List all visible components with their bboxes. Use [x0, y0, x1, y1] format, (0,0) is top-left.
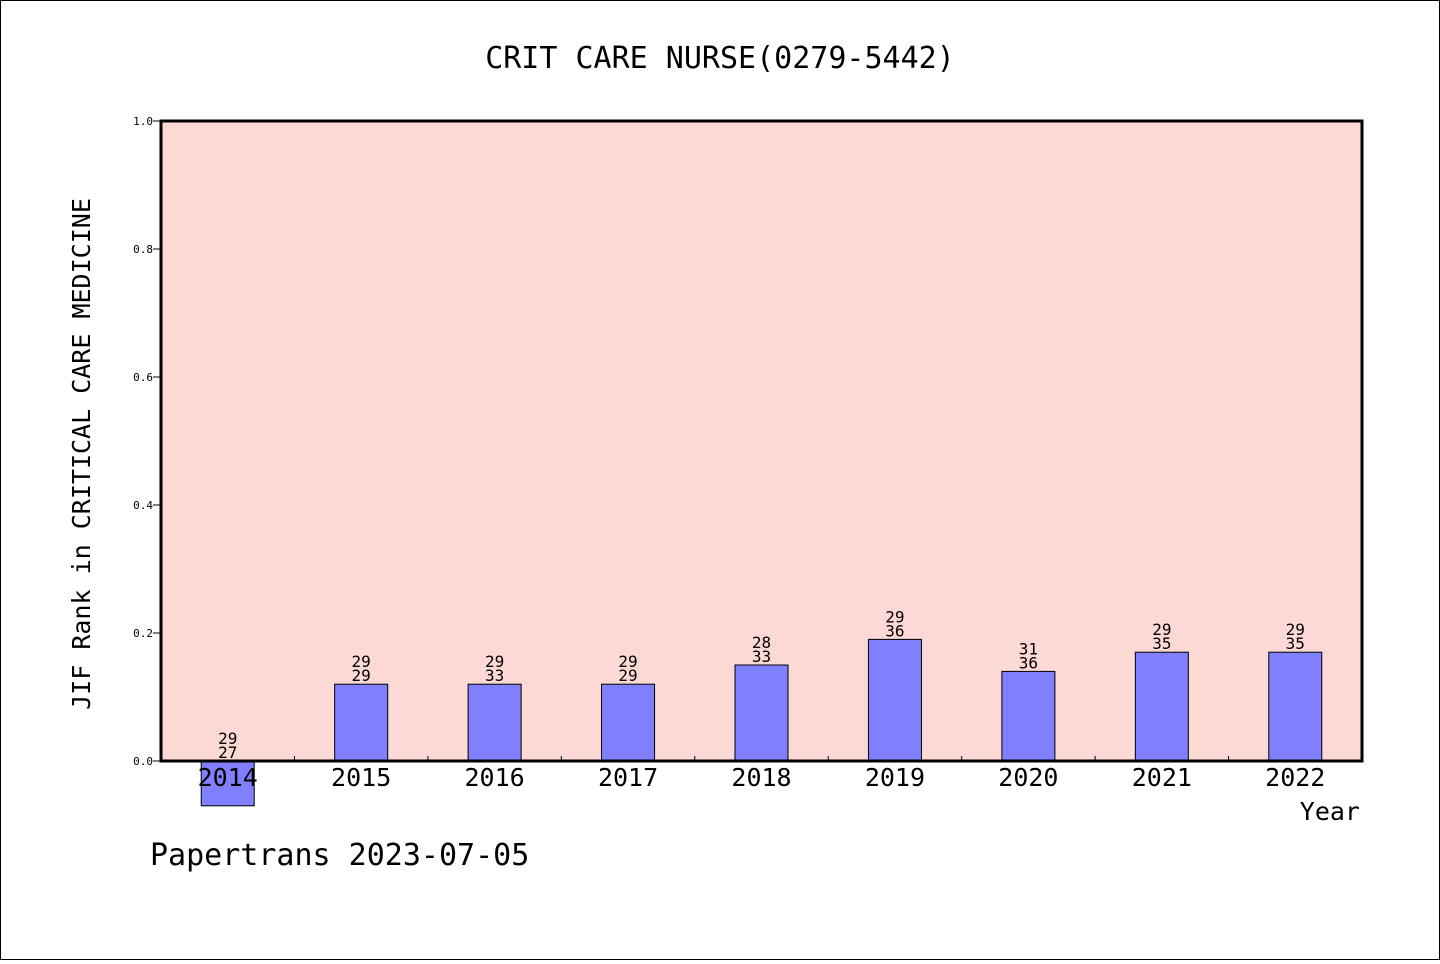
bar — [467, 683, 522, 762]
y-tick-label: 0.2 — [133, 627, 153, 640]
bar — [601, 683, 656, 762]
y-tick-label: 0.4 — [133, 499, 153, 512]
bar-label-top: 31 — [1019, 639, 1038, 658]
bar-label-top: 29 — [618, 652, 637, 671]
x-tick-label: 2019 — [865, 763, 925, 792]
bar — [200, 760, 255, 807]
x-tick-label: 2018 — [731, 763, 791, 792]
bar — [1001, 670, 1056, 762]
x-tick-label: 2017 — [598, 763, 658, 792]
plot-border — [159, 119, 1364, 763]
bar-label-top: 29 — [485, 652, 504, 671]
y-tick-label: 0.6 — [133, 371, 153, 384]
y-axis-label: JIF Rank in CRITICAL CARE MEDICINE — [67, 198, 96, 710]
bar-label-top: 29 — [352, 652, 371, 671]
bar-label-top: 29 — [218, 729, 237, 748]
x-tick-label: 2022 — [1265, 763, 1325, 792]
bar — [1134, 651, 1189, 762]
chart-title: CRIT CARE NURSE(0279-5442) — [485, 41, 955, 76]
bar — [734, 664, 789, 762]
bar — [1268, 651, 1323, 762]
bar-label-bottom: 33 — [752, 647, 771, 666]
x-axis-label: Year — [1300, 797, 1360, 826]
bar — [334, 683, 389, 762]
bar-label-bottom: 33 — [485, 666, 504, 685]
bar-label-bottom: 36 — [1019, 653, 1038, 672]
bar-label-top: 28 — [752, 633, 771, 652]
x-tick-label: 2015 — [331, 763, 391, 792]
footer-credit: Papertrans 2023-07-05 — [150, 838, 529, 873]
bar-label-bottom: 35 — [1152, 634, 1171, 653]
y-tick-label: 0.0 — [133, 755, 153, 768]
bar — [867, 638, 922, 762]
bar-label-bottom: 35 — [1286, 634, 1305, 653]
bar-label-top: 29 — [1152, 620, 1171, 639]
y-tick-label: 0.8 — [133, 243, 153, 256]
y-tick-label: 1.0 — [133, 115, 153, 128]
bar-label-bottom: 27 — [218, 743, 237, 762]
bar-label-bottom: 36 — [885, 621, 904, 640]
bar-label-bottom: 29 — [618, 666, 637, 685]
bar-label-top: 29 — [1286, 620, 1305, 639]
x-tick-label: 2014 — [198, 763, 258, 792]
x-tick-label: 2021 — [1132, 763, 1192, 792]
x-tick-label: 2016 — [465, 763, 525, 792]
x-tick-label: 2020 — [998, 763, 1058, 792]
bar-label-top: 29 — [885, 607, 904, 626]
bar-label-bottom: 29 — [352, 666, 371, 685]
